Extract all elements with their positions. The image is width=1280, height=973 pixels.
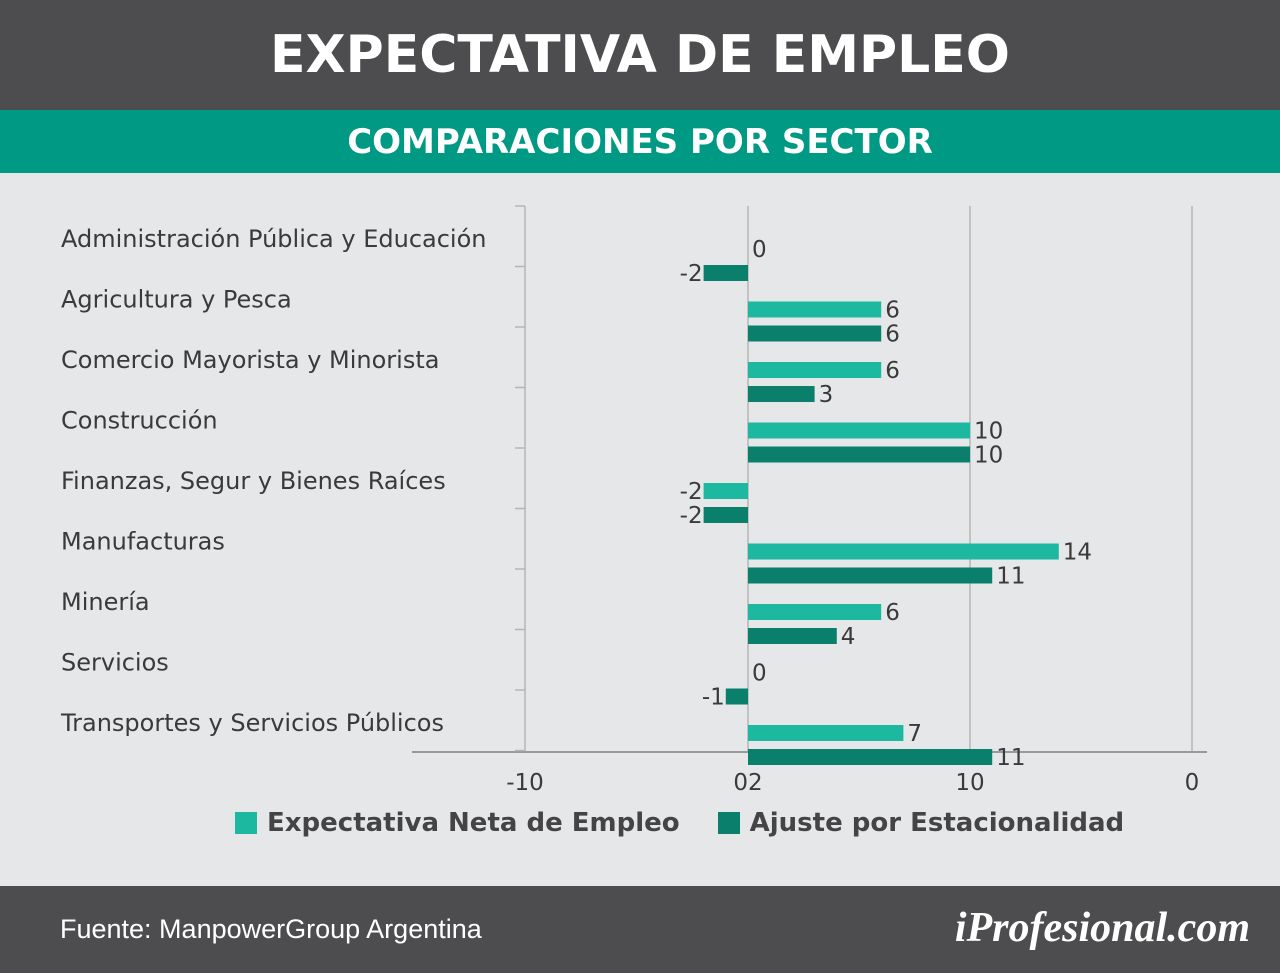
bar-adj: [748, 386, 815, 402]
data-label: 3: [819, 382, 834, 408]
legend-swatch-net: [235, 812, 257, 834]
category-label: Manufacturas: [61, 528, 225, 556]
category-label: Construcción: [61, 407, 218, 435]
data-label: 11: [996, 564, 1025, 590]
source-note: Fuente: ManpowerGroup Argentina: [60, 914, 482, 944]
bar-adj: [748, 628, 837, 644]
bar-net: [748, 362, 882, 378]
category-label: Comercio Mayorista y Minorista: [61, 346, 439, 374]
bar-net: [748, 301, 882, 318]
legend-label-net: Expectativa Neta de Empleo: [267, 808, 680, 838]
data-label: 4: [841, 624, 856, 650]
category-label: Transportes y Servicios Públicos: [60, 709, 444, 737]
category-label: Finanzas, Segur y Bienes Raíces: [61, 467, 446, 495]
bar-adj: [748, 749, 993, 765]
subtitle-banner: COMPARACIONES POR SECTOR: [0, 110, 1280, 173]
x-tick-label: -10: [506, 770, 544, 796]
bar-adj: [703, 265, 748, 281]
chart-title: EXPECTATIVA DE EMPLEO: [270, 25, 1010, 85]
bar-adj: [748, 325, 882, 342]
data-label: 10: [974, 419, 1003, 445]
bar-net: [748, 543, 1059, 560]
bar-net: [748, 422, 970, 439]
x-tick-label: 10: [955, 770, 984, 796]
data-label: 6: [885, 322, 900, 348]
data-label: 0: [752, 661, 767, 687]
data-label: 0: [752, 237, 767, 263]
legend: Expectativa Neta de Empleo Ajuste por Es…: [235, 808, 1162, 838]
title-banner: EXPECTATIVA DE EMPLEO: [0, 0, 1280, 110]
data-label: 14: [1063, 540, 1092, 566]
data-label: -1: [702, 685, 725, 711]
data-label: -2: [680, 479, 703, 505]
x-tick-label: 02: [733, 770, 762, 796]
brand-logo: iProfesional.com: [954, 905, 1250, 951]
category-label: Administración Pública y Educación: [61, 225, 487, 253]
bar-net: [748, 725, 904, 741]
data-label: 10: [974, 443, 1003, 469]
category-label: Minería: [61, 588, 150, 616]
bar-adj: [703, 507, 748, 523]
data-label: 7: [907, 721, 922, 747]
legend-item-adj: Ajuste por Estacionalidad: [717, 808, 1125, 838]
data-label: 6: [885, 600, 900, 626]
bar-adj: [748, 446, 970, 463]
legend-swatch-adj: [717, 812, 740, 834]
data-label: 6: [885, 358, 900, 384]
chart-subtitle: COMPARACIONES POR SECTOR: [347, 121, 933, 162]
data-label: -2: [680, 503, 703, 529]
data-label: 11: [996, 745, 1025, 771]
bar-adj: [748, 567, 993, 584]
footer-banner: Fuente: ManpowerGroup Argentina iProfesi…: [0, 886, 1280, 973]
legend-label-adj: Ajuste por Estacionalidad: [749, 808, 1125, 838]
category-label: Agricultura y Pesca: [61, 286, 292, 314]
data-label: 6: [885, 298, 900, 324]
category-label: Servicios: [61, 649, 169, 677]
x-tick-label: 0: [1185, 770, 1200, 796]
legend-item-net: Expectativa Neta de Empleo: [235, 808, 680, 838]
bar-net: [748, 604, 882, 620]
data-label: -2: [680, 261, 703, 287]
bar-net: [703, 483, 748, 499]
bar-adj: [725, 688, 748, 705]
